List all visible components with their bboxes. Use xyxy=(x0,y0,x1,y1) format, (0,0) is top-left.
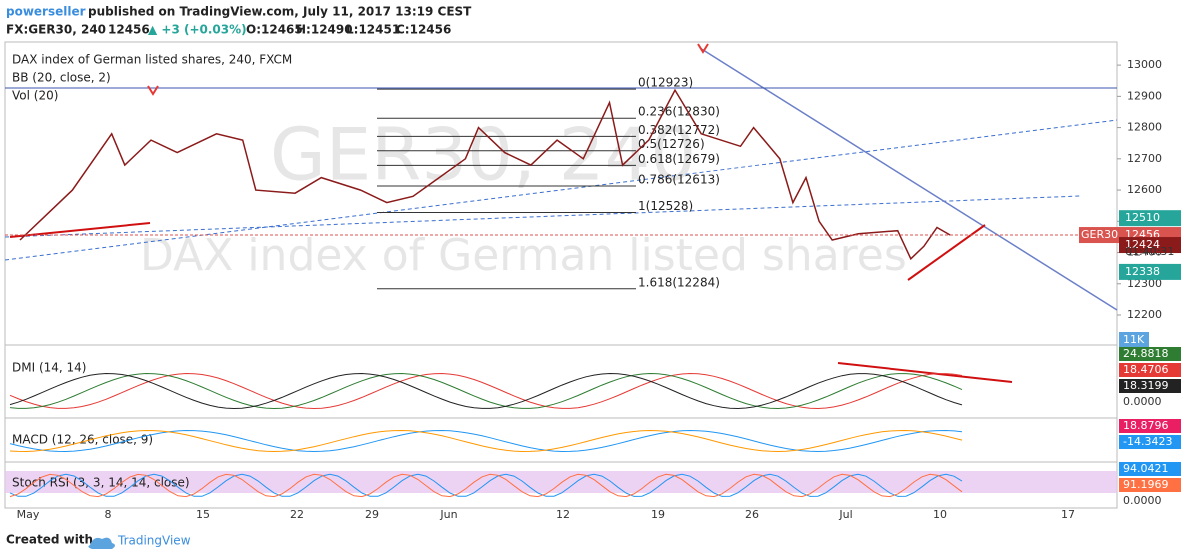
trend-line xyxy=(9,222,151,238)
indicator-line xyxy=(9,473,963,498)
trend-line xyxy=(907,224,986,281)
indicator-line xyxy=(9,473,963,497)
author[interactable]: powerseller xyxy=(6,5,86,19)
panel-tag xyxy=(1119,379,1181,393)
brand[interactable]: TradingView xyxy=(117,534,191,548)
series-tag-label: GER30 xyxy=(1081,228,1118,241)
countdown: 01:40:31 xyxy=(1125,245,1174,258)
fib-label: 0(12923) xyxy=(638,76,693,90)
panel-tag-label: 18.3199 xyxy=(1123,379,1169,392)
fib-label: 1.618(12284) xyxy=(638,275,720,289)
high: H:12490 xyxy=(296,23,353,37)
trend-line xyxy=(699,47,1118,311)
fib-label: 0.786(12613) xyxy=(638,173,720,187)
x-tick-label: May xyxy=(17,508,40,521)
panel-tag xyxy=(1119,419,1181,433)
price-tag xyxy=(1119,210,1181,227)
y-tick-label: 12200 xyxy=(1127,308,1162,321)
close: C:12456 xyxy=(396,23,451,37)
y-tick-label: 13000 xyxy=(1127,58,1162,71)
panel-title: Stoch RSI (3, 3, 14, 14, close) xyxy=(12,476,190,490)
watermark: GER30, 240 xyxy=(270,113,696,197)
indicator-line xyxy=(9,372,963,410)
panel-tag xyxy=(1119,363,1181,377)
watermark: DAX index of German listed shares xyxy=(140,230,907,281)
price-tag-label: 12338 xyxy=(1125,265,1160,278)
panel-tag xyxy=(1119,462,1181,476)
x-tick-label: 29 xyxy=(365,508,379,521)
panel-tag-label: 24.8818 xyxy=(1123,347,1169,360)
trend-line xyxy=(4,119,1118,261)
price-tag xyxy=(1119,237,1181,254)
x-tick-label: 26 xyxy=(745,508,759,521)
published: published on TradingView.com, July 11, 2… xyxy=(88,5,472,19)
volume-tag xyxy=(1119,332,1149,347)
x-tick-label: 17 xyxy=(1061,508,1075,521)
fib-label: 0.382(12772) xyxy=(638,123,720,137)
open: O:12465 xyxy=(246,23,303,37)
x-tick-label: 8 xyxy=(105,508,112,521)
brand-logo xyxy=(88,537,115,549)
change: ▲ +3 (+0.03%) xyxy=(148,23,247,37)
series-tag xyxy=(1079,227,1119,244)
volume-tag-label: 11K xyxy=(1123,333,1145,346)
x-tick-label: 19 xyxy=(651,508,665,521)
panel-title: DMI (14, 14) xyxy=(12,361,86,375)
last: 12456 xyxy=(108,23,150,37)
panel-tag xyxy=(1119,435,1181,449)
y-tick-label: 12800 xyxy=(1127,121,1162,134)
footer-text: Created with xyxy=(6,533,93,547)
x-tick-label: 15 xyxy=(196,508,210,521)
panel-tag-label: -14.3423 xyxy=(1123,435,1172,448)
indicator: BB (20, close, 2) xyxy=(12,71,111,85)
fib-label: 0.236(12830) xyxy=(638,105,720,119)
arrow-marker xyxy=(147,43,709,96)
x-tick-label: Jul xyxy=(838,508,852,521)
price-line xyxy=(19,88,951,261)
y-tick-label: 12900 xyxy=(1127,89,1162,102)
chart-title: DAX index of German listed shares, 240, … xyxy=(12,53,292,67)
panel-tag-label: 94.0421 xyxy=(1123,462,1169,475)
indicator-line xyxy=(9,372,963,410)
trend-line xyxy=(4,195,1081,238)
x-tick-label: 10 xyxy=(933,508,947,521)
price-tag-label: 12424 xyxy=(1125,238,1160,251)
panel-tag-label: 18.4706 xyxy=(1123,363,1169,376)
indicator: Vol (20) xyxy=(12,89,58,103)
x-tick-label: Jun xyxy=(439,508,457,521)
panel-tag-label: 0.0000 xyxy=(1123,494,1162,507)
fib-label: 0.618(12679) xyxy=(638,152,720,166)
indicator-line xyxy=(9,429,963,453)
fib-label: 1(12528) xyxy=(638,199,693,213)
y-tick-label: 12600 xyxy=(1127,183,1162,196)
panel-tag xyxy=(1119,347,1181,361)
fib-label: 0.5(12726) xyxy=(638,137,705,151)
price-tag-label: 12510 xyxy=(1125,211,1160,224)
panel-tag-label: 18.8796 xyxy=(1123,419,1169,432)
symbol: FX:GER30, 240 xyxy=(6,23,106,37)
panel-tag-label: 0.0000 xyxy=(1123,395,1162,408)
panel-tag-label: 91.1969 xyxy=(1123,478,1169,491)
y-tick-label: 12300 xyxy=(1127,277,1162,290)
trend-line xyxy=(837,362,1013,383)
x-tick-label: 22 xyxy=(290,508,304,521)
x-tick-label: 12 xyxy=(556,508,570,521)
panel-tag xyxy=(1119,478,1181,492)
low: L:12451 xyxy=(346,23,400,37)
price-tag xyxy=(1119,263,1181,280)
stoch-band xyxy=(5,471,1117,493)
y-tick-label: 12700 xyxy=(1127,152,1162,165)
